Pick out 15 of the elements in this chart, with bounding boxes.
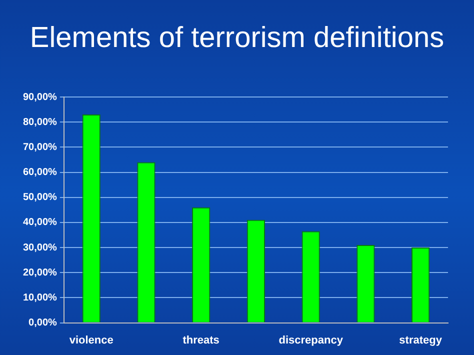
- y-tick-label: 30,00%: [22, 242, 58, 254]
- y-tick-label: 60,00%: [22, 167, 58, 178]
- y-tick-label: 10,00%: [22, 292, 58, 304]
- y-tick-label: 20,00%: [22, 267, 58, 278]
- y-tick-label: 90,00%: [22, 92, 58, 103]
- x-tick-label: strategy: [399, 334, 443, 346]
- y-tick-label: 70,00%: [22, 142, 58, 153]
- chart-title: Elements of terrorism definitions: [28, 22, 446, 55]
- x-tick-label: discrepancy: [278, 334, 344, 346]
- y-tick-label: 80,00%: [22, 116, 58, 128]
- y-tick-label: 50,00%: [22, 192, 58, 204]
- x-tick-label: violence: [69, 334, 114, 346]
- x-tick-label: threats: [182, 334, 220, 346]
- y-tick-label: 40,00%: [22, 217, 58, 228]
- y-tick-label: 0,00%: [28, 318, 58, 329]
